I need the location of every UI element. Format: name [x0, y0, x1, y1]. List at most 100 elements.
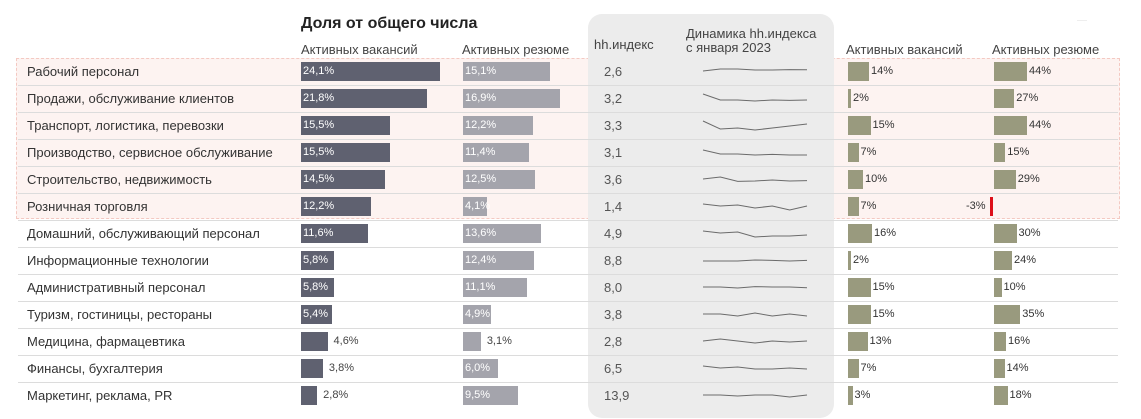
hh-index-sparkline [702, 230, 808, 238]
vacancy-share-bar [301, 197, 372, 216]
hh-index-sparkline [703, 312, 808, 317]
vacancy-share-label: 15,5% [303, 146, 335, 158]
vacancy-share-bar [301, 62, 440, 81]
sparkline-path [702, 120, 808, 131]
hh-index-value: 8,0 [604, 280, 623, 295]
vacancy-growth-bar [848, 143, 859, 162]
resume-growth-bar [990, 197, 993, 216]
row-divider [18, 220, 1118, 221]
hh-index-sparkline [702, 176, 808, 182]
vacancy-share-label: 4,6% [333, 335, 359, 347]
vacancy-growth-label: 15% [872, 119, 895, 131]
resume-growth-bar [994, 251, 1012, 270]
vacancy-share-label: 12,2% [303, 200, 335, 212]
resume-share-bar [463, 332, 481, 351]
row-category-label: Административный персонал [27, 280, 206, 295]
vacancy-share-bar [301, 251, 335, 270]
resume-growth-label: 14% [1006, 362, 1029, 374]
hh-index-sparkline [703, 394, 808, 398]
hh-index-value: 3,6 [604, 172, 623, 187]
sparkline-path [703, 259, 808, 262]
vacancy-growth-bar [848, 89, 851, 108]
vacancy-growth-bar [848, 332, 868, 351]
hh-index-value: 13,9 [604, 388, 630, 403]
row-divider [18, 166, 1118, 167]
col-header-dynamics-line2: с января 2023 [686, 40, 771, 55]
table-row: Рабочий персонал 24,1% 15,1% 2,6 14% 44% [0, 58, 1141, 85]
vacancy-share-label: 3,8% [328, 362, 354, 374]
vacancy-share-label: 2,8% [323, 389, 349, 401]
vacancy-growth-label: 14% [871, 65, 894, 77]
row-category-label: Производство, сервисное обслуживание [27, 145, 273, 160]
table-row: Продажи, обслуживание клиентов 21,8% 16,9%… [0, 85, 1141, 112]
vacancy-growth-label: 13% [869, 335, 892, 347]
resume-share-label: 3,1% [486, 335, 512, 347]
sparkline-path [702, 68, 808, 72]
resume-growth-bar [994, 89, 1015, 108]
sparkline-path [702, 230, 808, 238]
resume-growth-bar [994, 62, 1027, 81]
vacancy-share-bar [301, 143, 391, 162]
hh-index-value: 2,6 [604, 64, 623, 79]
vacancy-growth-label: 7% [860, 362, 877, 374]
row-category-label: Рабочий персонал [27, 64, 140, 79]
vacancy-growth-bar [848, 62, 869, 81]
vacancy-share-label: 5,8% [303, 254, 329, 266]
table-row: Административный персонал 5,8% 11,1% 8,0 15%… [0, 274, 1141, 301]
vacancy-share-bar [301, 386, 318, 405]
vacancy-growth-bar [848, 359, 859, 378]
sparkline-path [702, 149, 807, 156]
row-category-label: Финансы, бухгалтерия [27, 361, 163, 376]
vacancy-share-label: 24,1% [303, 65, 335, 77]
table-row: Розничная торговля 12,2% 4,1% 1,4 7% -3% [0, 193, 1141, 220]
col-header-vacancies: Активных вакансий [301, 42, 418, 57]
resume-share-bar [463, 197, 487, 216]
sparkline-path [702, 203, 808, 211]
hh-index-panel [588, 14, 834, 418]
table-row: Медицина, фармацевтика 4,6% 3,1% 2,8 13% 16% [0, 328, 1141, 355]
resume-growth-label: 30% [1018, 227, 1041, 239]
vacancy-share-label: 15,5% [303, 119, 335, 131]
vacancy-growth-label: 7% [860, 200, 877, 212]
vacancy-growth-label: 2% [853, 254, 869, 266]
resume-share-bar [463, 116, 534, 135]
resume-share-bar [463, 143, 529, 162]
resume-growth-bar [994, 359, 1005, 378]
resume-share-label: 11,4% [465, 146, 496, 158]
hh-index-sparkline [702, 203, 808, 211]
row-category-label: Маркетинг, реклама, PR [27, 388, 173, 403]
col-header-resumes: Активных резюме [462, 42, 570, 57]
resume-growth-label: 35% [1022, 308, 1045, 320]
row-category-label: Продажи, обслуживание клиентов [27, 91, 235, 106]
row-divider [18, 193, 1118, 194]
resume-share-label: 11,1% [465, 281, 496, 293]
resume-share-label: 13,6% [465, 227, 497, 239]
resume-growth-label: 15% [1007, 146, 1030, 158]
vacancy-growth-label: 16% [874, 227, 897, 239]
row-category-label: Домашний, обслуживающий персонал [27, 226, 260, 241]
vacancy-share-bar [301, 116, 391, 135]
resume-share-bar [463, 170, 535, 189]
resume-growth-bar [994, 224, 1017, 243]
col-header-hh-index: hh.индекс [594, 37, 654, 52]
row-category-label: Медицина, фармацевтика [27, 334, 185, 349]
hh-index-sparkline [703, 286, 808, 289]
vacancy-growth-label: 15% [872, 308, 895, 320]
vacancy-growth-bar [848, 305, 871, 324]
vacancy-share-bar [301, 89, 427, 108]
table-row: Туризм, гостиницы, рестораны 5,4% 4,9% 3,8 1… [0, 301, 1141, 328]
resume-growth-bar [994, 278, 1002, 297]
resume-growth-bar [994, 386, 1008, 405]
resume-share-bar [463, 62, 550, 81]
vacancy-growth-label: 3% [854, 389, 871, 401]
resume-share-bar [463, 224, 542, 243]
hh-index-value: 2,8 [604, 334, 623, 349]
resume-share-label: 12,5% [465, 173, 497, 185]
resume-growth-bar [994, 143, 1006, 162]
sparkline-path [703, 312, 808, 317]
hh-index-value: 8,8 [604, 253, 623, 268]
row-divider [18, 274, 1118, 275]
resume-growth-bar [994, 170, 1016, 189]
vacancy-growth-label: 2% [853, 92, 869, 104]
vacancy-share-label: 5,4% [303, 308, 329, 320]
